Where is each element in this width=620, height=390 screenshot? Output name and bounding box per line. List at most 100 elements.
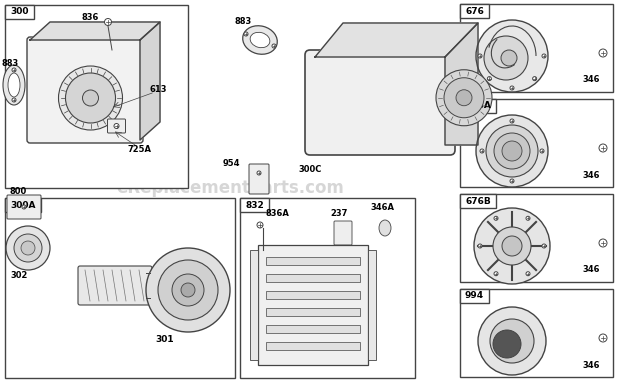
Circle shape — [58, 66, 123, 130]
Circle shape — [502, 141, 522, 161]
Circle shape — [526, 216, 530, 220]
FancyBboxPatch shape — [249, 164, 269, 194]
Circle shape — [599, 334, 607, 342]
Circle shape — [105, 18, 112, 25]
Circle shape — [158, 260, 218, 320]
Bar — [5, 198, 235, 378]
Circle shape — [493, 330, 521, 358]
Circle shape — [12, 68, 16, 72]
Bar — [5, 5, 188, 188]
Text: 300A: 300A — [11, 200, 36, 209]
Circle shape — [476, 115, 548, 187]
Circle shape — [493, 227, 531, 265]
Ellipse shape — [242, 26, 277, 54]
Circle shape — [501, 50, 517, 66]
Text: 836: 836 — [81, 12, 99, 21]
Circle shape — [181, 283, 195, 297]
Bar — [266, 257, 360, 265]
Circle shape — [12, 98, 16, 102]
Text: 346: 346 — [582, 360, 600, 369]
Bar — [240, 198, 415, 378]
Bar — [460, 99, 613, 187]
Polygon shape — [30, 22, 160, 40]
Circle shape — [480, 149, 484, 153]
Circle shape — [257, 171, 261, 175]
Bar — [266, 291, 360, 299]
Text: 994: 994 — [465, 291, 484, 301]
Circle shape — [21, 241, 35, 255]
Circle shape — [486, 125, 538, 177]
Circle shape — [114, 124, 119, 128]
Wedge shape — [484, 36, 528, 80]
Bar — [5, 198, 41, 212]
Circle shape — [494, 133, 530, 169]
Text: 954: 954 — [223, 158, 240, 167]
Circle shape — [599, 49, 607, 57]
Ellipse shape — [8, 73, 20, 97]
Circle shape — [510, 119, 514, 123]
Polygon shape — [140, 22, 160, 140]
Bar — [460, 289, 489, 303]
Bar — [258, 245, 368, 365]
Circle shape — [487, 76, 492, 81]
Text: 676B: 676B — [465, 197, 491, 206]
Ellipse shape — [3, 65, 25, 105]
Text: 676A: 676A — [465, 101, 491, 110]
Circle shape — [14, 234, 42, 262]
Bar — [460, 289, 613, 377]
FancyBboxPatch shape — [78, 266, 152, 305]
FancyBboxPatch shape — [27, 37, 143, 143]
FancyBboxPatch shape — [107, 119, 125, 133]
Circle shape — [146, 248, 230, 332]
Circle shape — [172, 274, 204, 306]
Bar — [460, 194, 613, 282]
Circle shape — [533, 76, 537, 81]
Bar — [266, 308, 360, 316]
Bar — [240, 198, 269, 212]
Bar — [266, 325, 360, 333]
Ellipse shape — [379, 220, 391, 236]
Circle shape — [526, 272, 530, 276]
Circle shape — [456, 90, 472, 106]
Bar — [250, 250, 258, 360]
Text: 301: 301 — [156, 335, 174, 344]
Circle shape — [490, 319, 534, 363]
Text: 302: 302 — [10, 271, 27, 280]
FancyBboxPatch shape — [305, 50, 455, 155]
Text: eReplacementParts.com: eReplacementParts.com — [116, 179, 344, 197]
Text: 300: 300 — [11, 7, 29, 16]
Text: 676: 676 — [465, 7, 484, 16]
Polygon shape — [315, 23, 478, 57]
Circle shape — [599, 144, 607, 152]
Ellipse shape — [250, 32, 270, 48]
Circle shape — [542, 244, 546, 248]
Circle shape — [22, 205, 26, 209]
Text: 346A: 346A — [370, 202, 394, 211]
Bar — [266, 342, 360, 350]
Text: 613: 613 — [149, 85, 167, 94]
Circle shape — [478, 244, 482, 248]
Circle shape — [444, 78, 484, 118]
Bar — [5, 5, 34, 19]
Circle shape — [66, 73, 115, 123]
Wedge shape — [476, 20, 548, 92]
Circle shape — [474, 208, 550, 284]
Circle shape — [494, 272, 498, 276]
Text: 725A: 725A — [128, 145, 152, 154]
Circle shape — [542, 54, 546, 58]
Circle shape — [502, 236, 522, 256]
Polygon shape — [445, 23, 478, 145]
Circle shape — [540, 149, 544, 153]
Circle shape — [494, 216, 498, 220]
Bar — [368, 250, 376, 360]
Circle shape — [436, 70, 492, 126]
Text: 832: 832 — [245, 200, 264, 209]
Text: 883: 883 — [234, 18, 252, 27]
Bar — [460, 194, 496, 208]
Circle shape — [257, 222, 263, 228]
Text: 883: 883 — [1, 58, 19, 67]
Text: 300C: 300C — [298, 165, 322, 174]
Circle shape — [82, 90, 99, 106]
Circle shape — [244, 32, 248, 36]
Text: 346: 346 — [582, 76, 600, 85]
